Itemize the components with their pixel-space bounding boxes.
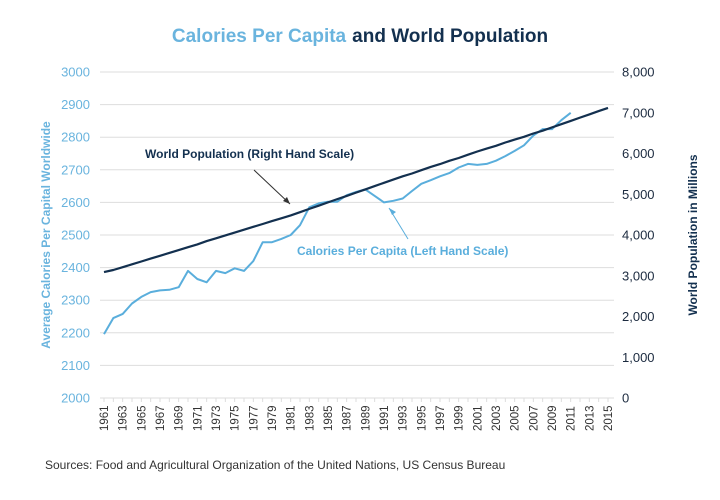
right-tick-label: 0	[622, 391, 629, 406]
x-tick-label: 1965	[136, 405, 148, 431]
annotation-arrowhead-population	[283, 197, 290, 204]
x-tick-label: 2001	[472, 405, 484, 431]
x-tick-label: 1991	[379, 405, 391, 431]
right-tick-label: 7,000	[622, 105, 655, 120]
left-tick-label: 2700	[61, 162, 90, 177]
world-population-line	[103, 106, 609, 274]
left-tick-label: 2100	[61, 358, 90, 373]
x-tick-label: 1997	[435, 405, 447, 431]
annotations: World Population (Right Hand Scale) Calo…	[145, 147, 508, 258]
x-tick-label: 1979	[267, 405, 279, 431]
left-axis-ticks: 2000 2100 2200 2300 2400 2500 2600 2700 2800 2900…	[61, 65, 90, 406]
left-tick-label: 2900	[61, 97, 90, 112]
right-axis-ticks: 0 1,000 2,000 3,000 4,000 5,000 6,000 7,000 8,00…	[622, 65, 655, 406]
right-tick-label: 8,000	[622, 65, 655, 80]
annotation-calories: Calories Per Capita (Left Hand Scale)	[297, 244, 508, 258]
x-tick-label: 1985	[323, 405, 335, 431]
source-note: Sources: Food and Agricultural Organizat…	[45, 458, 505, 472]
x-tick-label: 1983	[304, 405, 316, 431]
annotation-arrowhead-calories	[389, 208, 396, 215]
right-tick-label: 4,000	[622, 228, 655, 243]
left-tick-label: 2300	[61, 293, 90, 308]
x-tick-label: 1999	[454, 405, 466, 431]
x-tick-label: 2011	[566, 406, 578, 431]
left-tick-label: 2500	[61, 228, 90, 243]
x-tick-label: 1963	[118, 405, 130, 431]
x-tick-label: 1987	[342, 405, 354, 431]
x-tick-label: 2009	[547, 405, 559, 431]
left-tick-label: 2000	[61, 391, 90, 406]
right-axis-label: World Population in Millions	[686, 154, 700, 315]
left-tick-label: 2800	[61, 130, 90, 145]
left-tick-label: 3000	[61, 65, 90, 80]
x-tick-label: 1967	[155, 405, 167, 431]
x-axis-ticks: 1961 1963 1965 1967 1969 1971 1973 1975 1977 1979…	[99, 398, 615, 431]
chart-title-part2: and World Population	[352, 26, 548, 47]
x-tick-label: 1975	[230, 405, 242, 431]
chart-title-part1: Calories Per Capita	[172, 26, 347, 47]
x-tick-label: 2003	[491, 405, 503, 431]
series-lines	[103, 106, 609, 335]
x-tick-label: 2005	[510, 405, 522, 431]
x-tick-label: 1989	[360, 405, 372, 431]
left-tick-label: 2200	[61, 325, 90, 340]
x-tick-label: 1971	[192, 405, 204, 431]
right-tick-label: 5,000	[622, 187, 655, 202]
x-tick-label: 1981	[286, 405, 298, 431]
x-tick-label: 1993	[398, 405, 410, 431]
left-tick-label: 2400	[61, 260, 90, 275]
annotation-world-population: World Population (Right Hand Scale)	[145, 147, 354, 161]
right-tick-label: 1,000	[622, 350, 655, 365]
right-tick-label: 3,000	[622, 268, 655, 283]
x-tick-label: 1977	[248, 405, 260, 431]
x-tick-label: 1961	[99, 405, 111, 431]
right-tick-label: 2,000	[622, 309, 655, 324]
x-tick-label: 1973	[211, 405, 223, 431]
x-tick-label: 1995	[416, 405, 428, 431]
x-tick-label: 2007	[528, 405, 540, 431]
left-axis-label: Average Calories Per Capital Worldwide	[39, 121, 53, 349]
right-tick-label: 6,000	[622, 146, 655, 161]
gridlines	[100, 71, 614, 399]
calories-per-capita-line	[103, 112, 572, 335]
x-tick-label: 1969	[174, 405, 186, 431]
x-tick-label: 2015	[603, 405, 615, 431]
chart-title: Calories Per Capita and World Population	[172, 26, 548, 47]
x-tick-label: 2013	[584, 405, 596, 431]
annotation-arrow-population	[253, 169, 291, 205]
left-tick-label: 2600	[61, 195, 90, 210]
